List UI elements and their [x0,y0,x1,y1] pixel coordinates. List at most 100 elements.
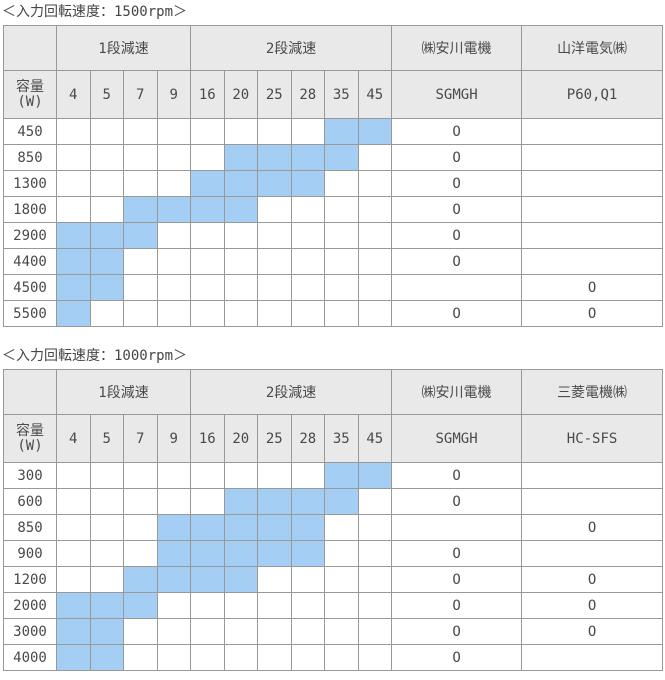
ratio-cell-35 [324,248,359,275]
capacity-cell: 900 [3,540,57,567]
capacity-header-line2: (W) [17,437,43,454]
ratio-cell-7 [123,618,158,645]
capacity-header-line2: (W) [17,93,43,110]
capacity-cell: 4000 [3,644,57,671]
capacity-cell: 5500 [3,300,57,327]
ratio-cell-35 [324,222,359,249]
ratio-cell-28 [290,170,325,197]
ratio-cell-45 [357,300,393,327]
model-header-hcsfs: HC-SFS [521,414,664,463]
ratio-cell-35 [324,196,359,223]
ratio-cell-35 [324,488,359,515]
ratio-cell-5 [89,514,124,541]
ratio-cell-20 [223,274,258,301]
ratio-cell-25 [257,462,292,489]
ratio-cell-35 [324,540,359,567]
model1-mark-cell: O [391,196,523,223]
ratio-cell-45 [357,248,393,275]
capacity-cell: 850 [3,144,57,171]
ratio-cell-45 [357,170,393,197]
capacity-header: 容量 (W) [3,70,57,119]
maker-header-mitsubishi: 三菱電機㈱ [521,369,664,415]
capacity-cell: 850 [3,514,57,541]
ratio-header-20: 20 [223,70,258,119]
table-row: 600 O [3,488,664,515]
ratio-header-35: 35 [324,414,359,463]
ratio-cell-4 [56,566,91,593]
ratio-header-9: 9 [156,414,191,463]
ratio-cell-16 [190,462,225,489]
ratio-cell-7 [123,462,158,489]
maker-header-sanyo: 山洋電気㈱ [521,25,664,71]
ratio-cell-4 [56,540,91,567]
ratio-cell-28 [290,196,325,223]
ratio-cell-4 [56,274,91,301]
model2-mark-cell [521,540,664,567]
ratio-cell-5 [89,170,124,197]
model2-mark-cell [521,196,664,223]
model2-mark-cell: O [521,514,664,541]
ratio-cell-5 [89,222,124,249]
ratio-cell-28 [290,618,325,645]
ratio-header-25: 25 [257,70,292,119]
ratio-cell-25 [257,144,292,171]
ratio-cell-7 [123,118,158,145]
capacity-header-line1: 容量 [16,78,44,95]
ratio-cell-16 [190,644,225,671]
ratio-cell-7 [123,274,158,301]
ratio-cell-16 [190,144,225,171]
ratio-header-16: 16 [190,414,225,463]
maker-header-yaskawa: ㈱安川電機 [391,369,523,415]
corner-cell [3,369,57,415]
ratio-cell-45 [357,592,393,619]
ratio-cell-7 [123,488,158,515]
model1-mark-cell: O [391,644,523,671]
model1-mark-cell: O [391,618,523,645]
model2-mark-cell [521,222,664,249]
ratio-cell-4 [56,144,91,171]
ratio-cell-9 [156,618,191,645]
ratio-cell-16 [190,540,225,567]
ratio-cell-7 [123,170,158,197]
ratio-cell-45 [357,222,393,249]
capacity-cell: 1300 [3,170,57,197]
ratio-cell-35 [324,300,359,327]
ratio-cell-45 [357,462,393,489]
ratio-cell-35 [324,170,359,197]
model2-mark-cell [521,462,664,489]
ratio-cell-9 [156,144,191,171]
ratio-cell-28 [290,248,325,275]
ratio-cell-16 [190,300,225,327]
tbody-0: 450 O 850 O 1300 O 1800 O 2900 O 4400 O 4500 O 5500 O O [3,118,664,327]
ratio-cell-20 [223,488,258,515]
ratio-cell-25 [257,274,292,301]
ratio-cell-4 [56,222,91,249]
tbody-1: 300 O 600 O 850 O 900 O 1200 O O 2000 O O 3000 O O 4000 O [3,462,664,671]
ratio-cell-7 [123,514,158,541]
ratio-cell-9 [156,540,191,567]
ratio-cell-9 [156,566,191,593]
ratio-cell-7 [123,592,158,619]
model1-mark-cell: O [391,566,523,593]
ratio-cell-25 [257,514,292,541]
ratio-cell-45 [357,514,393,541]
ratio-cell-4 [56,514,91,541]
model2-mark-cell [521,248,664,275]
ratio-cell-28 [290,462,325,489]
model-header-sgmgh: SGMGH [391,414,523,463]
ratio-cell-28 [290,144,325,171]
ratio-cell-20 [223,118,258,145]
ratio-cell-5 [89,566,124,593]
ratio-cell-25 [257,592,292,619]
ratio-cell-9 [156,274,191,301]
ratio-cell-16 [190,118,225,145]
capacity-cell: 2900 [3,222,57,249]
ratio-cell-35 [324,144,359,171]
ratio-cell-28 [290,540,325,567]
model2-mark-cell: O [521,566,664,593]
ratio-cell-5 [89,644,124,671]
ratio-cell-25 [257,248,292,275]
model1-mark-cell: O [391,592,523,619]
capacity-header-line1: 容量 [16,422,44,439]
model1-mark-cell: O [391,144,523,171]
